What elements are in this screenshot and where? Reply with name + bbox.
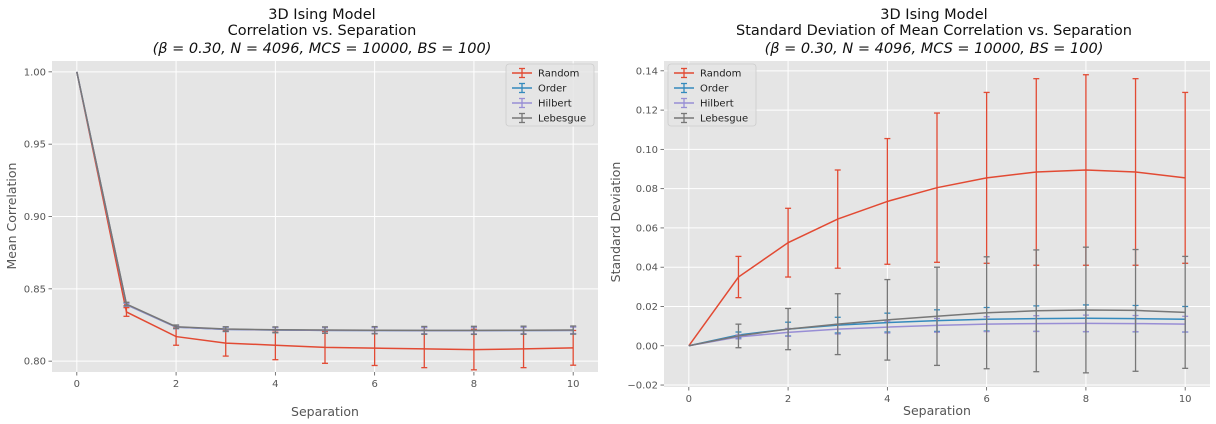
x-tick-label: 8 — [471, 379, 477, 390]
x-tick-label: 6 — [371, 379, 377, 390]
chart-right-ticks: 0 2 4 6 8 10 −0.02 0.00 0.02 0.04 0.06 0.08 0.10 0.12… — [627, 66, 1191, 405]
legend-label: Order — [538, 84, 567, 95]
x-tick-label: 0 — [686, 394, 692, 405]
chart-left-title-line2: Correlation vs. Separation — [228, 23, 417, 39]
y-tick-label: 0.08 — [636, 184, 658, 195]
series-line — [76, 71, 574, 332]
chart-left-legend: Random Order Hilbert Lebesgue — [505, 63, 595, 127]
x-tick-label: 10 — [1179, 394, 1192, 405]
chart-right-title-line2: Standard Deviation of Mean Correlation v… — [736, 23, 1132, 39]
legend-item: Order — [674, 82, 729, 95]
chart-right-ylabel: Standard Deviation — [608, 162, 623, 283]
chart-left-ticks: 0 2 4 6 8 10 0.80 0.85 0.90 0.95 1.00 — [24, 67, 580, 390]
chart-left: 3D Ising Model Correlation vs. Separatio… — [4, 7, 598, 419]
y-tick-label: 0.90 — [24, 212, 46, 223]
legend-label: Random — [538, 69, 579, 80]
chart-left-xlabel: Separation — [291, 404, 359, 419]
legend-box — [505, 63, 595, 127]
chart-right: 3D Ising Model Standard Deviation of Mea… — [608, 7, 1210, 418]
x-tick-label: 6 — [983, 394, 989, 405]
chart-right-title-line3: (β = 0.30, N = 4096, MCS = 10000, BS = 1… — [765, 41, 1104, 57]
series-line — [688, 309, 1186, 347]
series-random — [688, 74, 1189, 347]
chart-right-xlabel: Separation — [903, 403, 971, 418]
y-tick-label: 0.80 — [24, 357, 46, 368]
y-tick-label: 0.85 — [24, 284, 46, 295]
y-tick-label: 0.95 — [24, 140, 46, 151]
chart-left-title-line3: (β = 0.30, N = 4096, MCS = 10000, BS = 1… — [153, 41, 492, 57]
error-bar — [570, 325, 577, 335]
x-tick-label: 4 — [272, 379, 278, 390]
legend-label: Hilbert — [700, 99, 734, 110]
x-tick-label: 8 — [1083, 394, 1089, 405]
chart-right-legend: Random Order Hilbert Lebesgue — [667, 63, 757, 127]
legend-item: Hilbert — [512, 97, 572, 110]
legend-item: Random — [674, 67, 741, 80]
legend-item: Lebesgue — [512, 112, 586, 125]
x-tick-label: 2 — [785, 394, 791, 405]
x-tick-label: 0 — [74, 379, 80, 390]
chart-right-title-line1: 3D Ising Model — [880, 7, 987, 23]
series-line — [688, 169, 1186, 347]
x-tick-label: 2 — [173, 379, 179, 390]
legend-label: Hilbert — [538, 99, 572, 110]
chart-left-series — [76, 71, 577, 371]
legend-item: Lebesgue — [674, 112, 748, 125]
series-lebesgue — [76, 71, 577, 336]
legend-label: Random — [700, 69, 741, 80]
chart-left-title-line1: 3D Ising Model — [268, 7, 375, 23]
legend-item: Random — [512, 67, 579, 80]
legend-item: Order — [512, 82, 567, 95]
y-tick-label: 1.00 — [24, 67, 46, 78]
y-tick-label: 0.04 — [636, 263, 658, 274]
y-tick-label: 0.00 — [636, 341, 658, 352]
legend-item: Hilbert — [674, 97, 734, 110]
series-lebesgue — [688, 246, 1189, 374]
x-tick-label: 4 — [884, 394, 890, 405]
series-random — [76, 71, 577, 371]
x-tick-label: 10 — [567, 379, 580, 390]
y-tick-label: −0.02 — [627, 381, 658, 392]
chart-left-ylabel: Mean Correlation — [4, 163, 19, 270]
legend-box — [667, 63, 757, 127]
y-tick-label: 0.14 — [636, 66, 658, 77]
legend-label: Lebesgue — [538, 114, 586, 125]
legend-label: Lebesgue — [700, 114, 748, 125]
y-tick-label: 0.02 — [636, 302, 658, 313]
y-tick-label: 0.06 — [636, 223, 658, 234]
legend-label: Order — [700, 84, 729, 95]
series-line — [76, 71, 574, 351]
y-tick-label: 0.12 — [636, 106, 658, 117]
chart-right-series — [688, 74, 1189, 374]
y-tick-label: 0.10 — [636, 145, 658, 156]
